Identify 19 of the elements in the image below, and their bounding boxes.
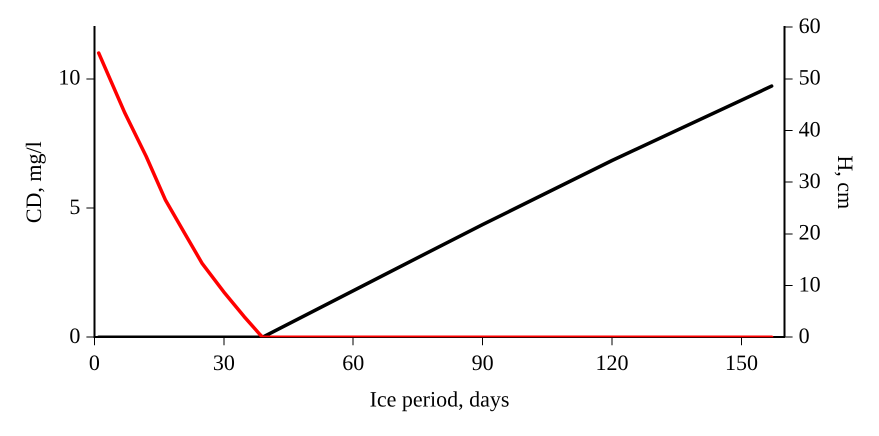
y-tick-label: 10 bbox=[58, 64, 80, 90]
x-tick-label: 120 bbox=[596, 350, 629, 376]
y-tick-label: 5 bbox=[69, 194, 80, 219]
y2-tick-label: 20 bbox=[798, 220, 821, 245]
x-tick-label: 90 bbox=[472, 350, 494, 376]
x-axis-title: Ice period, days bbox=[370, 386, 510, 412]
y2-tick-label: 30 bbox=[798, 168, 821, 193]
y2-tick-label: 50 bbox=[798, 64, 821, 90]
y2-tick-label: 0 bbox=[798, 322, 810, 348]
x-tick-label: 150 bbox=[724, 350, 758, 376]
x-tick-label: 30 bbox=[212, 350, 235, 376]
y2-tick-label: 60 bbox=[798, 12, 821, 38]
y2-tick-label: 40 bbox=[798, 116, 821, 142]
y-axis-title: CD, mg/l bbox=[20, 141, 46, 224]
x-tick-label: 0 bbox=[88, 350, 100, 376]
y2-axis-title: H, cm bbox=[833, 155, 858, 210]
x-tick-label: 60 bbox=[342, 350, 364, 376]
y-tick-label: 0 bbox=[69, 322, 80, 348]
y2-tick-label: 10 bbox=[798, 271, 821, 296]
